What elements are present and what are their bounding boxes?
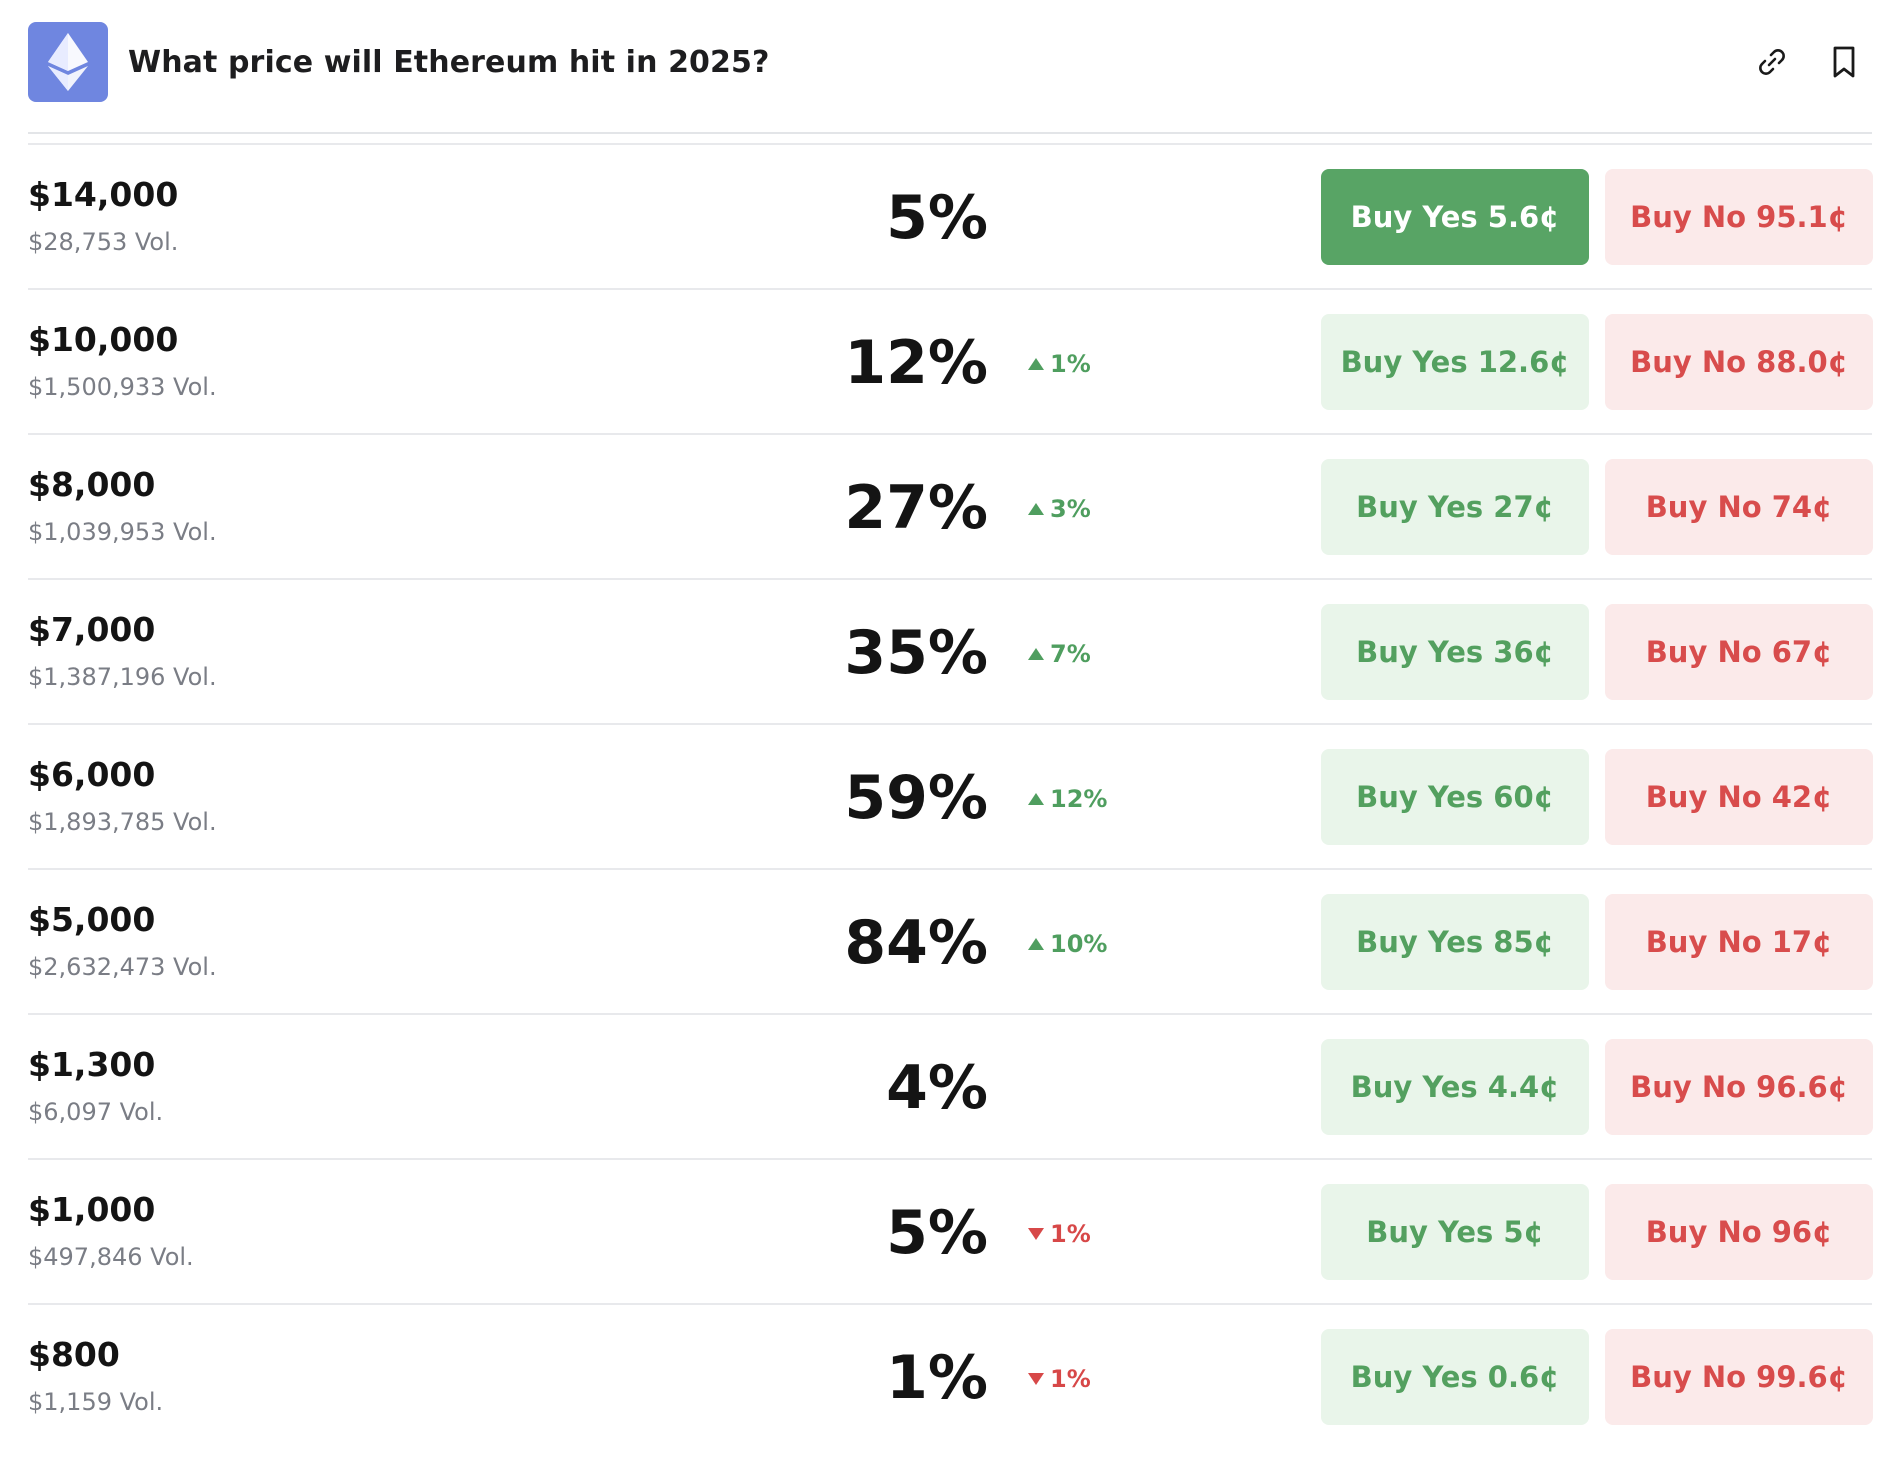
- market-chance: 4%: [886, 1053, 988, 1123]
- ethereum-icon: [48, 33, 88, 91]
- market-chance: 27%: [844, 473, 988, 543]
- market-row[interactable]: $10,000 $1,500,933 Vol. 12% 1% Buy Yes 12.6¢…: [28, 288, 1873, 433]
- buy-no-button[interactable]: Buy No 95.1¢: [1605, 169, 1873, 265]
- market-list: $14,000 $28,753 Vol. 5% Buy Yes 5.6¢ Buy No …: [28, 143, 1873, 1448]
- market-volume: $6,097 Vol.: [28, 1098, 164, 1126]
- triangle-down-icon: [1028, 1228, 1044, 1240]
- market-volume: $1,159 Vol.: [28, 1388, 164, 1416]
- triangle-up-icon: [1028, 358, 1044, 370]
- market-price-label: $8,000: [28, 465, 156, 504]
- chance-change-value: 1%: [1050, 1365, 1091, 1393]
- buy-no-button[interactable]: Buy No 99.6¢: [1605, 1329, 1873, 1425]
- buy-no-button[interactable]: Buy No 74¢: [1605, 459, 1873, 555]
- triangle-up-icon: [1028, 938, 1044, 950]
- header-actions: [1754, 44, 1862, 80]
- copy-link-button[interactable]: [1754, 44, 1790, 80]
- market-row[interactable]: $1,300 $6,097 Vol. 4% Buy Yes 4.4¢ Buy No 96…: [28, 1013, 1873, 1158]
- market-row[interactable]: $6,000 $1,893,785 Vol. 59% 12% Buy Yes 60¢ Bu…: [28, 723, 1873, 868]
- buy-no-button[interactable]: Buy No 67¢: [1605, 604, 1873, 700]
- market-row[interactable]: $800 $1,159 Vol. 1% 1% Buy Yes 0.6¢ Buy No 99…: [28, 1303, 1873, 1448]
- market-price-label: $800: [28, 1335, 120, 1374]
- market-price-label: $1,300: [28, 1045, 156, 1084]
- market-chance: 5%: [886, 183, 988, 253]
- buy-yes-button[interactable]: Buy Yes 60¢: [1321, 749, 1589, 845]
- chance-change-badge: 1%: [1028, 352, 1091, 376]
- market-volume: $2,632,473 Vol.: [28, 953, 217, 981]
- chance-change-value: 10%: [1050, 930, 1108, 958]
- market-row[interactable]: $8,000 $1,039,953 Vol. 27% 3% Buy Yes 27¢ Buy…: [28, 433, 1873, 578]
- buy-yes-button[interactable]: Buy Yes 5.6¢: [1321, 169, 1589, 265]
- buy-yes-button[interactable]: Buy Yes 4.4¢: [1321, 1039, 1589, 1135]
- market-chance: 35%: [844, 618, 988, 688]
- chance-change-value: 1%: [1050, 1220, 1091, 1248]
- market-price-label: $14,000: [28, 175, 179, 214]
- market-row[interactable]: $1,000 $497,846 Vol. 5% 1% Buy Yes 5¢ Buy No …: [28, 1158, 1873, 1303]
- market-volume: $1,039,953 Vol.: [28, 518, 217, 546]
- market-price-label: $10,000: [28, 320, 179, 359]
- buy-no-button[interactable]: Buy No 88.0¢: [1605, 314, 1873, 410]
- triangle-up-icon: [1028, 503, 1044, 515]
- chance-change-badge: 1%: [1028, 1367, 1091, 1391]
- market-volume: $1,500,933 Vol.: [28, 373, 217, 401]
- page-title: What price will Ethereum hit in 2025?: [128, 44, 770, 80]
- buy-yes-button[interactable]: Buy Yes 27¢: [1321, 459, 1589, 555]
- chance-change-badge: 10%: [1028, 932, 1107, 956]
- chance-change-badge: 1%: [1028, 1222, 1091, 1246]
- market-volume: $1,387,196 Vol.: [28, 663, 217, 691]
- buy-yes-button[interactable]: Buy Yes 0.6¢: [1321, 1329, 1589, 1425]
- market-price-label: $5,000: [28, 900, 156, 939]
- chance-change-value: 1%: [1050, 350, 1091, 378]
- chance-change-value: 7%: [1050, 640, 1091, 668]
- chance-change-badge: 3%: [1028, 497, 1091, 521]
- market-chance: 84%: [844, 908, 988, 978]
- triangle-up-icon: [1028, 648, 1044, 660]
- market-volume: $1,893,785 Vol.: [28, 808, 217, 836]
- buy-no-button[interactable]: Buy No 17¢: [1605, 894, 1873, 990]
- market-row[interactable]: $5,000 $2,632,473 Vol. 84% 10% Buy Yes 85¢ Bu…: [28, 868, 1873, 1013]
- buy-no-button[interactable]: Buy No 96¢: [1605, 1184, 1873, 1280]
- buy-yes-button[interactable]: Buy Yes 5¢: [1321, 1184, 1589, 1280]
- market-row[interactable]: $7,000 $1,387,196 Vol. 35% 7% Buy Yes 36¢ Buy…: [28, 578, 1873, 723]
- bookmark-icon: [1833, 46, 1855, 78]
- bookmark-button[interactable]: [1826, 44, 1862, 80]
- chance-change-badge: 12%: [1028, 787, 1107, 811]
- buy-yes-button[interactable]: Buy Yes 36¢: [1321, 604, 1589, 700]
- buy-no-button[interactable]: Buy No 42¢: [1605, 749, 1873, 845]
- buy-yes-button[interactable]: Buy Yes 85¢: [1321, 894, 1589, 990]
- market-price-label: $1,000: [28, 1190, 156, 1229]
- triangle-up-icon: [1028, 793, 1044, 805]
- chance-change-value: 3%: [1050, 495, 1091, 523]
- buy-no-button[interactable]: Buy No 96.6¢: [1605, 1039, 1873, 1135]
- header-divider: [28, 132, 1872, 134]
- ethereum-logo: [28, 22, 108, 102]
- market-volume: $497,846 Vol.: [28, 1243, 194, 1271]
- market-price-label: $7,000: [28, 610, 156, 649]
- chance-change-badge: 7%: [1028, 642, 1091, 666]
- market-header: What price will Ethereum hit in 2025?: [28, 22, 1872, 102]
- buy-yes-button[interactable]: Buy Yes 12.6¢: [1321, 314, 1589, 410]
- triangle-down-icon: [1028, 1373, 1044, 1385]
- market-chance: 1%: [886, 1343, 988, 1413]
- market-volume: $28,753 Vol.: [28, 228, 179, 256]
- chance-change-value: 12%: [1050, 785, 1108, 813]
- market-price-label: $6,000: [28, 755, 156, 794]
- market-chance: 59%: [844, 763, 988, 833]
- market-chance: 5%: [886, 1198, 988, 1268]
- market-chance: 12%: [844, 328, 988, 398]
- link-icon: [1759, 49, 1785, 75]
- market-row[interactable]: $14,000 $28,753 Vol. 5% Buy Yes 5.6¢ Buy No …: [28, 143, 1873, 288]
